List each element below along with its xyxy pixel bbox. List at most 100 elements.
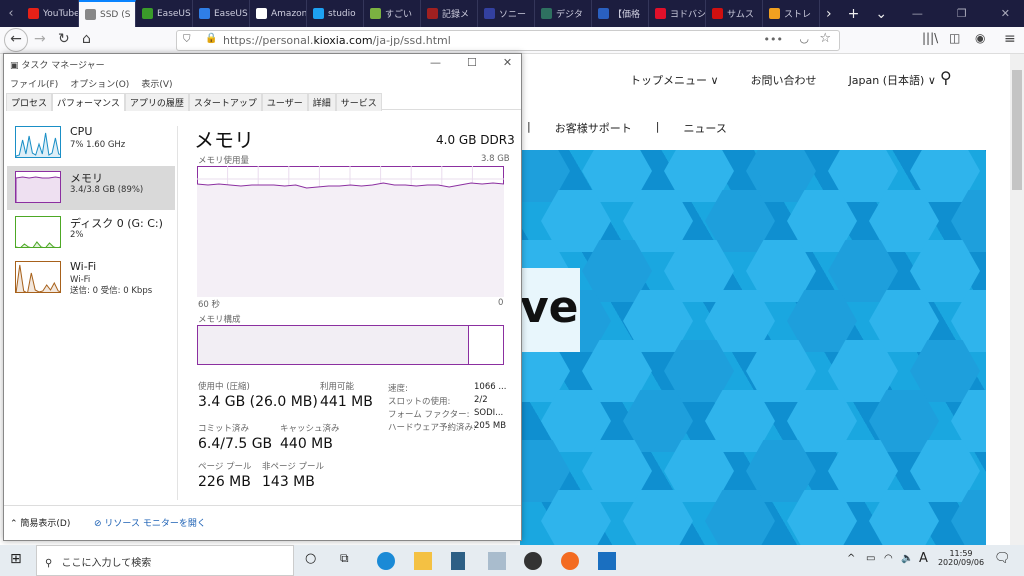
tm-tab[interactable]: プロセス: [6, 93, 53, 111]
site-nav-item[interactable]: Japan (日本語) ∨: [848, 74, 936, 87]
browser-tab[interactable]: studio: [307, 0, 364, 27]
resource-name: ディスク 0 (G: C:): [70, 217, 163, 230]
task-view-icon[interactable]: ⧉: [340, 551, 349, 565]
tm-close-button[interactable]: ✕: [502, 56, 513, 69]
browser-tab[interactable]: 記録メ: [421, 0, 478, 27]
prop-label: 速度:: [388, 384, 408, 394]
notifications-icon[interactable]: 🗨: [994, 551, 1011, 566]
pocket-icon[interactable]: ◡: [799, 32, 809, 45]
battery-icon[interactable]: ▭: [866, 553, 876, 564]
tm-tab[interactable]: アプリの履歴: [124, 93, 189, 111]
task-manager-taskbar-icon[interactable]: [488, 552, 506, 570]
back-button[interactable]: ←: [4, 28, 28, 52]
browser-tab[interactable]: SSD (S✕: [79, 0, 136, 27]
network-icon[interactable]: ◠: [884, 553, 893, 564]
tm-tab[interactable]: ユーザー: [261, 93, 308, 111]
resource-detail: Wi-Fi 送信: 0 受信: 0 Kbps: [70, 275, 153, 296]
calculator-icon[interactable]: [451, 552, 465, 570]
shield-icon[interactable]: ⛉: [183, 34, 191, 45]
browser-tab[interactable]: EaseUS: [136, 0, 193, 27]
tab-list-button[interactable]: ⌄: [875, 5, 888, 22]
browser-tab[interactable]: ソニー: [478, 0, 535, 27]
minimize-button[interactable]: —: [911, 7, 923, 20]
site-nav-item[interactable]: お問い合わせ: [750, 74, 817, 87]
close-button[interactable]: ✕: [1000, 7, 1010, 20]
more-actions-icon[interactable]: •••: [763, 33, 783, 46]
hero-banner: ve: [520, 150, 986, 545]
home-button[interactable]: ⌂: [82, 31, 91, 47]
favicon-icon: [370, 8, 381, 19]
panel-title: メモリ: [194, 128, 254, 152]
sidebar-icon[interactable]: ◫: [949, 31, 961, 45]
tm-maximize-button[interactable]: ☐: [467, 56, 477, 69]
browser-tab[interactable]: ヨドバシ: [649, 0, 706, 27]
menu-icon[interactable]: ≡: [1004, 31, 1016, 47]
cortana-icon[interactable]: ○: [305, 551, 317, 566]
tab-scroll-right-button[interactable]: ›: [826, 5, 832, 22]
url-bar[interactable]: ⛉ 🔒 https://personal.kioxia.com/ja-jp/ss…: [176, 30, 840, 51]
stat-value: 441 MB: [320, 394, 373, 410]
tm-tab[interactable]: パフォーマンス: [52, 93, 125, 111]
subnav-support[interactable]: お客様サポート: [554, 122, 632, 135]
library-icon[interactable]: |||\: [922, 31, 939, 45]
edge-icon[interactable]: [377, 552, 395, 570]
photos-icon[interactable]: [598, 552, 616, 570]
tab-label: YouTube: [43, 8, 79, 19]
prop-value: 2/2: [474, 395, 488, 405]
tab-scroll-left-button[interactable]: ‹: [8, 6, 14, 21]
volume-icon[interactable]: 🔈: [901, 553, 914, 564]
start-button[interactable]: ⊞: [10, 551, 22, 567]
account-icon[interactable]: ◉: [975, 31, 986, 45]
search-icon[interactable]: ⚲: [940, 68, 952, 87]
favicon-icon: [427, 8, 438, 19]
resource-item[interactable]: ディスク 0 (G: C:) 2%: [7, 211, 175, 255]
firefox-icon[interactable]: [561, 552, 579, 570]
browser-tab[interactable]: EaseUS: [193, 0, 250, 27]
taskbar-search-input[interactable]: ⚲ ここに入力して検索: [36, 545, 294, 576]
browser-tab[interactable]: すごい: [364, 0, 421, 27]
site-nav-item[interactable]: トップメニュー ∨: [630, 74, 719, 87]
resource-sparkline: [15, 216, 61, 248]
file-explorer-icon[interactable]: [414, 552, 432, 570]
favicon-icon: [598, 8, 609, 19]
tm-tab[interactable]: 詳細: [307, 93, 336, 111]
favicon-icon: [655, 8, 666, 19]
resource-monitor-link[interactable]: ⊘ リソース モニターを開く: [94, 519, 206, 529]
tm-tab[interactable]: サービス: [335, 93, 382, 111]
page-scrollbar[interactable]: [1010, 54, 1024, 545]
subnav-news[interactable]: ニュース: [683, 122, 727, 135]
memory-composition-bar: [197, 325, 504, 365]
ime-indicator[interactable]: A: [919, 551, 928, 566]
browser-tab[interactable]: サムス: [706, 0, 763, 27]
resource-item[interactable]: CPU 7% 1.60 GHz: [7, 121, 175, 165]
resource-name: メモリ: [70, 172, 103, 185]
restore-button[interactable]: ❐: [956, 7, 967, 20]
resource-item[interactable]: メモリ 3.4/3.8 GB (89%): [7, 166, 175, 210]
browser-tab[interactable]: Amazon: [250, 0, 307, 27]
favicon-icon: [256, 8, 267, 19]
browser-tab[interactable]: 【価格: [592, 0, 649, 27]
tm-tab[interactable]: スタートアップ: [188, 93, 262, 111]
tm-minimize-button[interactable]: —: [430, 56, 441, 69]
lock-icon[interactable]: 🔒: [205, 33, 218, 44]
close-tab-icon[interactable]: ✕: [134, 10, 135, 20]
tray-overflow-icon[interactable]: ^: [847, 553, 856, 564]
prop-label: フォーム ファクター:: [388, 410, 470, 420]
stat-value: 226 MB: [198, 474, 251, 490]
reload-button[interactable]: ↻: [58, 31, 70, 47]
tm-menu-item[interactable]: ファイル(F): [10, 80, 59, 90]
browser-tab[interactable]: YouTube: [22, 0, 79, 27]
resource-item[interactable]: Wi-Fi Wi-Fi 送信: 0 受信: 0 Kbps: [7, 256, 175, 300]
fewer-details-button[interactable]: ⌃ 簡易表示(D): [10, 519, 71, 529]
resource-detail: 7% 1.60 GHz: [70, 140, 126, 150]
browser-tab[interactable]: デジタ: [535, 0, 592, 27]
tm-menu-item[interactable]: オプション(O): [70, 80, 130, 90]
browser-tab[interactable]: ストレ: [763, 0, 820, 27]
clock[interactable]: 11:59 2020/09/06: [937, 549, 985, 567]
bookmark-star-icon[interactable]: ☆: [819, 31, 831, 46]
new-tab-button[interactable]: +: [847, 5, 860, 22]
browser-toolbar: ← → ↻ ⌂ ⛉ 🔒 https://personal.kioxia.com/…: [0, 27, 1024, 54]
photos-app-icon[interactable]: [524, 552, 542, 570]
tm-menu-item[interactable]: 表示(V): [141, 80, 173, 90]
forward-button[interactable]: →: [34, 31, 46, 47]
